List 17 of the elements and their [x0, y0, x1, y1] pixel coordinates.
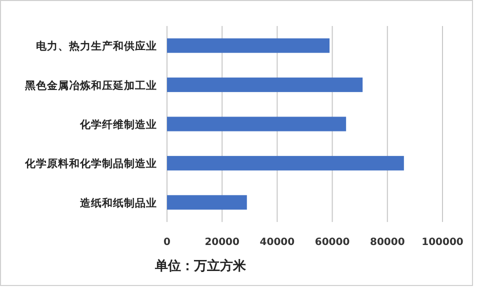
bar — [167, 195, 247, 210]
bar — [167, 156, 404, 170]
bar — [167, 38, 330, 53]
y-tick-label: 化学纤维制造业 — [79, 118, 157, 131]
bar — [167, 116, 346, 132]
x-tick-label: 60000 — [314, 237, 350, 248]
text: 单位：万立方米 — [154, 258, 247, 274]
x-tick-label: 80000 — [370, 237, 405, 248]
y-tick-label: 造纸和纸制品业 — [80, 196, 157, 210]
x-tick-label: 100000 — [422, 237, 464, 248]
bar — [167, 78, 363, 92]
y-tick-label: 电力、热力生产和供应业 — [36, 40, 157, 53]
x-tick-label: 20000 — [204, 237, 240, 248]
x-tick-label: 0 — [164, 237, 171, 248]
y-tick-label: 黑色金属冶炼和压延加工业 — [24, 78, 157, 92]
x-tick-label: 40000 — [260, 237, 295, 248]
y-tick-label: 化学原料和化学制品制造业 — [24, 157, 157, 170]
